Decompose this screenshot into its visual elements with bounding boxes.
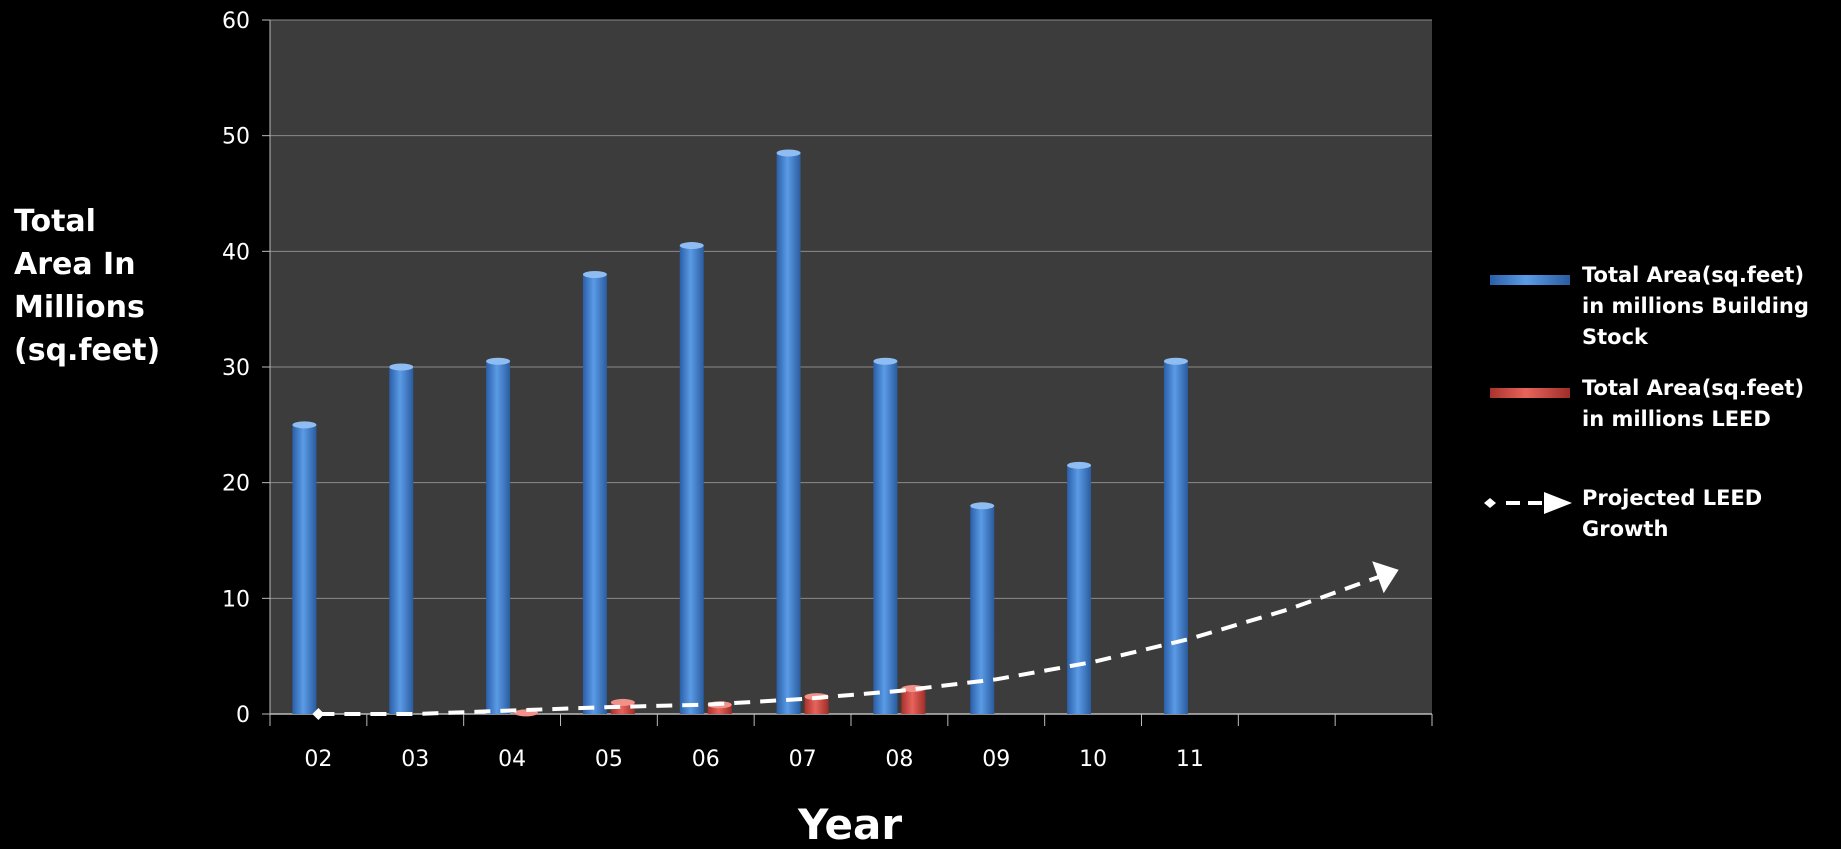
x-tick-label: 06: [692, 747, 720, 772]
bar-building-stock: [389, 363, 414, 714]
x-tick-label: 03: [401, 747, 429, 772]
y-tick-label: 30: [222, 356, 250, 381]
bar-building-stock: [776, 149, 801, 714]
bar-building-stock: [679, 242, 704, 715]
bar-building-stock: [292, 421, 317, 714]
legend-label-line: Total Area(sq.feet): [1582, 376, 1805, 400]
legend-label-line: Total Area(sq.feet): [1582, 263, 1805, 287]
x-tick-label: 05: [595, 747, 623, 772]
bar-building-stock: [873, 357, 898, 714]
bar-building-stock: [486, 357, 511, 714]
y-tick-label: 50: [222, 125, 250, 150]
x-tick-label: 09: [982, 747, 1010, 772]
y-axis-label-line: Total: [14, 204, 96, 239]
y-tick-label: 0: [236, 703, 250, 728]
y-axis-label-line: Millions: [14, 290, 145, 325]
x-tick-label: 10: [1079, 747, 1107, 772]
legend-label-line: in millions LEED: [1582, 407, 1771, 431]
y-tick-label: 40: [222, 240, 250, 265]
projected-line-start-marker: [312, 708, 325, 720]
bar-building-stock: [1163, 357, 1188, 714]
x-tick-label: 04: [498, 747, 526, 772]
y-axis-label-line: (sq.feet): [14, 333, 161, 368]
legend-label-line: in millions Building: [1582, 294, 1809, 318]
x-tick-label: 02: [304, 747, 332, 772]
projected-line-arrow-head: [1372, 561, 1399, 594]
y-tick-label: 60: [222, 9, 250, 34]
x-tick-label: 11: [1176, 747, 1204, 772]
bar-leed: [610, 698, 635, 714]
x-tick-label: 07: [789, 747, 817, 772]
bar-building-stock: [1067, 461, 1092, 714]
legend-swatch-projected: [1484, 492, 1572, 514]
legend-swatch-building-stock: [1490, 275, 1570, 285]
y-tick-label: 10: [222, 587, 250, 612]
y-tick-label: 20: [222, 472, 250, 497]
legend-label-line: Stock: [1582, 325, 1649, 349]
y-axis-label-line: Area In: [14, 247, 136, 282]
x-axis-label: Year: [797, 800, 903, 849]
y-axis-label: Total Area In Millions (sq.feet): [14, 200, 160, 372]
legend-swatch-leed: [1490, 388, 1570, 398]
bar-building-stock: [582, 270, 607, 714]
projected-leed-line: [318, 573, 1385, 716]
legend-label-line: Growth: [1582, 517, 1669, 541]
legend-label-line: Projected LEED: [1582, 486, 1763, 510]
x-tick-label: 08: [885, 747, 913, 772]
